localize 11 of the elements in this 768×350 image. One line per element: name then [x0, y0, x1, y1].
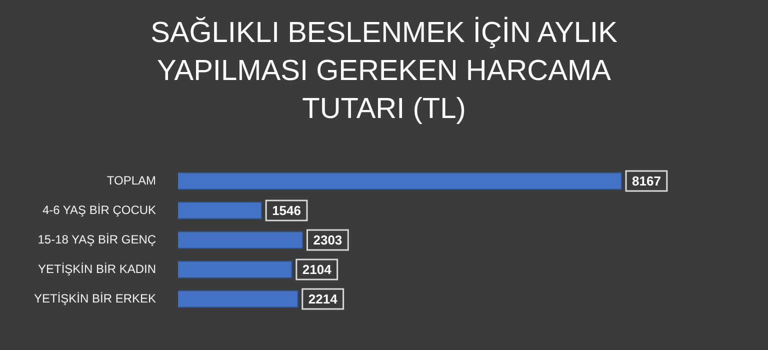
y-tick-label: YETİŞKİN BİR KADIN [38, 262, 156, 276]
data-label: 2104 [302, 262, 332, 278]
data-label: 8167 [632, 174, 661, 189]
y-tick-label: YETİŞKİN BİR ERKEK [34, 291, 156, 306]
y-tick-label: TOPLAM [106, 173, 156, 188]
y-tick-label: 4-6 YAŞ BİR ÇOCUK [42, 202, 156, 217]
data-label: 2214 [308, 292, 338, 307]
data-label: 1546 [272, 203, 301, 218]
chart-title: SAĞLIKLI BESLENMEK İÇİN AYLIK YAPILMASI GEREKEN HARCAMA TUTARI (TL) [150, 16, 618, 127]
y-tick-label: 15-18 YAŞ BİR GENÇ [38, 232, 156, 246]
data-label: 2303 [313, 232, 342, 248]
